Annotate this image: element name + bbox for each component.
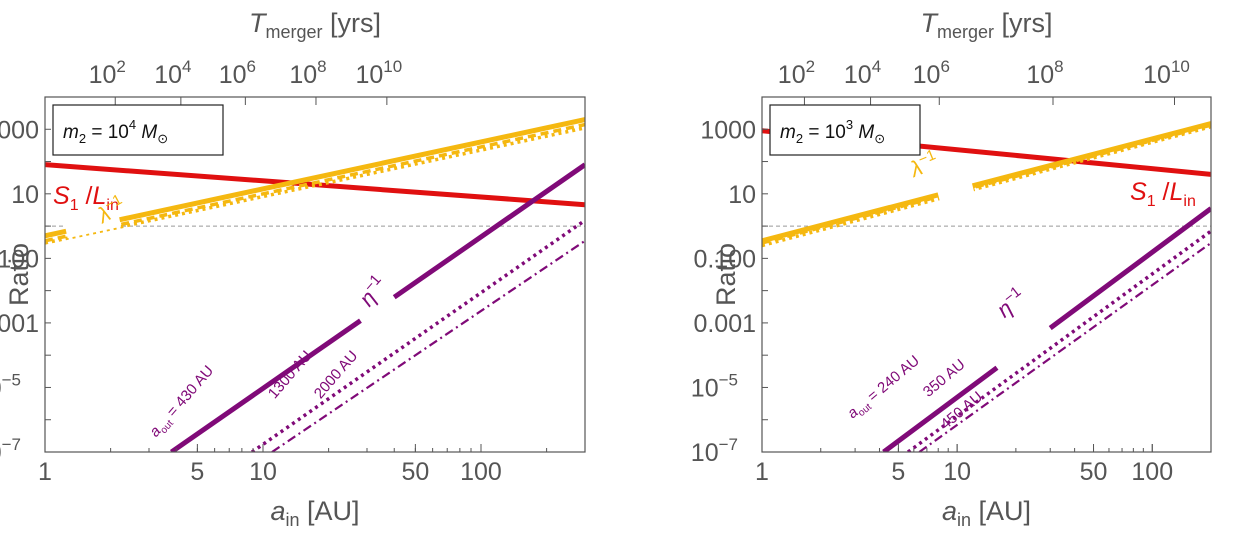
x-tick-label: 10 (943, 458, 971, 486)
y-tick-label: 0.100 (0, 245, 39, 273)
mass-label-box (52, 104, 224, 156)
top-axis-label: Tmerger [yrs] (920, 8, 1052, 42)
x-tick-label: 10 (249, 458, 277, 486)
series-line-gold-dashed (45, 122, 585, 243)
plot-frame (761, 96, 1212, 453)
tick-label: 1010 (1143, 57, 1190, 89)
x-axis-label: ain [AU] (942, 496, 1031, 530)
x-tick-label: 50 (1080, 458, 1108, 486)
series-line-purple-dashdot (271, 239, 585, 452)
aout-label: aout = 430 AU (146, 362, 219, 442)
y-axis-label: Ratio (4, 243, 34, 306)
x-tick-label: 100 (460, 458, 502, 486)
tick-label: 104 (844, 57, 881, 89)
label-gap (993, 323, 1054, 373)
series-line-gold-dotted (762, 125, 1211, 248)
eta-label: η−1 (991, 283, 1031, 322)
series-line-gold-dotted (45, 126, 585, 245)
plot-area (45, 117, 585, 452)
y-tick-label: 1000 (0, 116, 39, 144)
tick-label: 102 (89, 57, 126, 89)
aout-label: aout = 240 AU (844, 352, 925, 424)
y-tick-label: 1000 (700, 116, 756, 144)
x-tick-label: 50 (401, 458, 429, 486)
x-tick-label: 5 (891, 458, 905, 486)
x-tick-label: 1 (755, 458, 769, 486)
tick-label: 106 (219, 57, 256, 89)
tick-label: 10−5 (691, 370, 738, 402)
label-gap (64, 212, 122, 239)
s1-lin-label: S1 /Lin (53, 182, 119, 214)
tick-label: 102 (778, 57, 815, 89)
x-tick-label: 5 (190, 458, 204, 486)
mass-label-box (769, 104, 921, 156)
label-gap (357, 292, 398, 326)
y-axis-label: Ratio (711, 243, 741, 306)
y-tick-label: 10 (11, 181, 39, 209)
tick-label: 108 (1026, 57, 1063, 89)
y-tick-label: 0.001 (0, 310, 39, 338)
label-gap (936, 179, 975, 202)
tick-label: 10−5 (0, 370, 21, 402)
top-axis-label: Tmerger [yrs] (249, 8, 381, 42)
panel-left: 1 5 10 50 100 10−7 10−5 0.001 0.100 10 1000 102 104 1… (0, 8, 586, 530)
series-line-1 (45, 117, 585, 239)
panel-right: 1 5 10 50 100 10−7 10−5 0.001 0.100 10 1000 102 104 1… (691, 8, 1212, 530)
series-line-S1Lin (45, 162, 585, 208)
tick-label: 108 (289, 57, 326, 89)
tick-label: 104 (154, 57, 191, 89)
series-line-purple-dashdot (918, 242, 1211, 452)
mass-label: m2 = 104 M⊙ (63, 117, 168, 146)
tick-label: 10−7 (0, 435, 21, 467)
plot-frame (44, 96, 586, 453)
x-tick-label: 100 (1131, 458, 1173, 486)
tick-label: 106 (913, 57, 950, 89)
y-tick-label: 0.001 (693, 310, 756, 338)
x-tick-label: 1 (38, 458, 52, 486)
plot-area (762, 121, 1211, 452)
tick-label: 1010 (355, 57, 402, 89)
s1-lin-label: S1 /Lin (1130, 178, 1196, 210)
series-line-1 (762, 121, 1211, 244)
y-tick-label: 0.100 (693, 245, 756, 273)
aout-label: 2000 AU (311, 347, 362, 402)
x-axis-label: ain [AU] (270, 496, 359, 530)
y-tick-label: 10 (728, 181, 756, 209)
aout-label: 1300 AU (265, 347, 316, 402)
tick-label: 10−7 (691, 435, 738, 467)
mass-label: m2 = 103 M⊙ (780, 117, 885, 146)
series-line-purple-dotted (250, 218, 585, 452)
